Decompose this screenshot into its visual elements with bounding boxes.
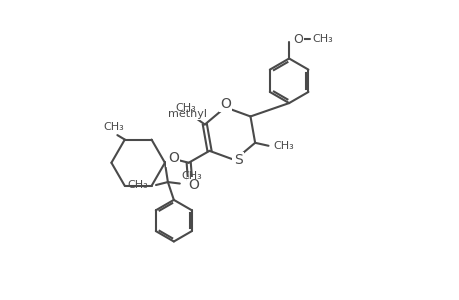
Text: O: O: [188, 178, 199, 192]
Text: CH₃: CH₃: [128, 180, 148, 190]
Text: CH₃: CH₃: [181, 171, 202, 181]
Text: O: O: [168, 151, 178, 165]
Text: CH₃: CH₃: [175, 103, 196, 113]
Text: methyl: methyl: [167, 109, 206, 119]
Text: CH₃: CH₃: [312, 34, 332, 44]
Text: CH₃: CH₃: [273, 141, 294, 151]
Text: S: S: [233, 153, 242, 167]
Text: O: O: [219, 97, 230, 111]
Text: O: O: [292, 33, 302, 46]
Text: CH₃: CH₃: [103, 122, 124, 131]
